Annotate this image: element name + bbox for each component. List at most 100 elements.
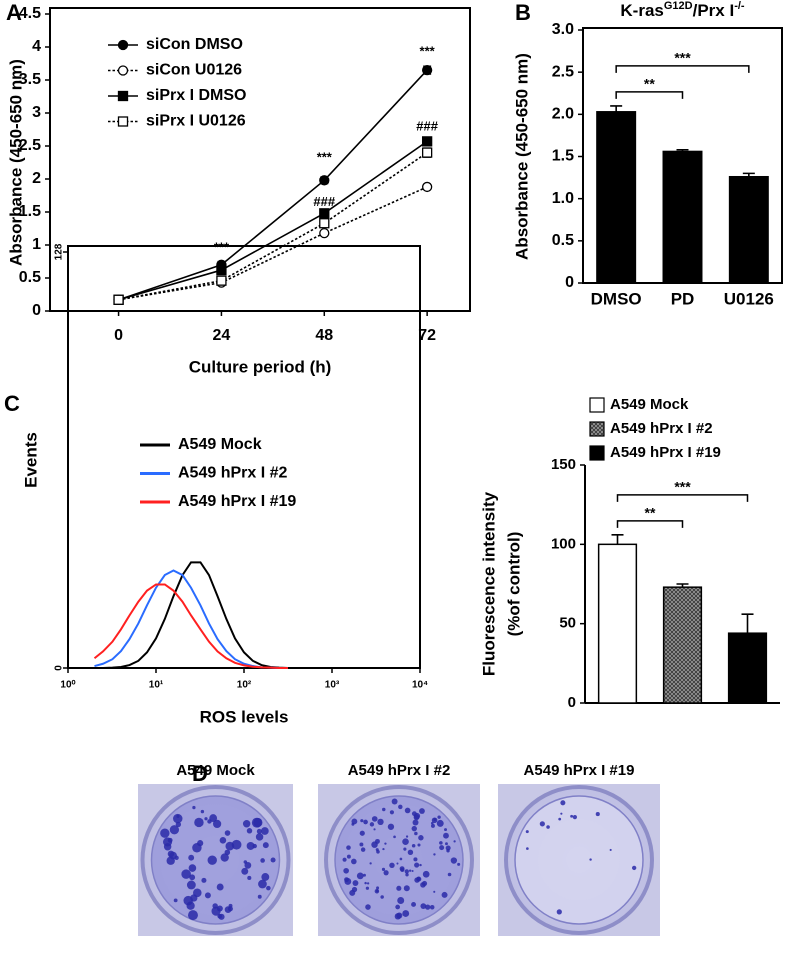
colony [453,840,456,843]
y-tick-label: 3 [32,104,41,121]
colony [556,909,562,915]
colony [445,845,451,851]
colony [266,885,271,891]
series-line [93,583,288,669]
annotation: ### [313,194,335,209]
x-tick-label: 48 [315,327,333,344]
title-part: G12D [664,0,693,12]
panel-label: C [4,391,20,416]
colony [200,809,205,814]
colony [227,906,233,912]
series-line [118,140,428,301]
colony [251,817,262,828]
colony [252,843,257,849]
marker [216,275,227,286]
colony [381,867,386,871]
colony [399,857,403,861]
marker [319,227,330,239]
significance-label: ** [645,505,656,521]
bar [662,150,703,284]
colony [421,880,428,887]
y-tick-label: 0 [568,694,576,711]
colony [413,812,421,820]
y-tick-label: 1.0 [552,190,574,207]
colony [407,849,414,856]
colony-plate: A549 hPrx I #19 [498,762,660,936]
x-tick-label: 0 [114,327,123,344]
colony [260,858,265,863]
colony [419,808,425,814]
colony [430,823,435,828]
colony [363,819,368,825]
colony [420,903,427,910]
significance-bracket [615,65,750,73]
colony [439,845,445,851]
colony [186,880,196,890]
y-tick-label: 0 [32,302,41,319]
legend-label: A549 hPrx I #2 [610,420,713,437]
colony [212,819,222,829]
colony [257,894,262,899]
x-tick-label: 72 [418,327,436,344]
annotation: ### [416,118,438,133]
colony [360,847,366,852]
colony [187,910,198,921]
colony [422,870,430,878]
colony [256,828,262,834]
title-part: /Prx I [693,1,735,20]
colony [262,842,269,849]
significance-bracket [615,91,684,99]
bar [728,175,769,284]
y-tick-label: 128 [54,243,65,260]
y-tick-label: 0 [565,274,574,291]
y-tick-label: 2.5 [19,137,41,154]
colony [193,888,202,898]
colony [526,847,529,850]
colony [444,828,447,832]
colony [217,913,223,919]
colony [369,822,375,827]
colony [394,913,402,920]
colony [166,856,175,865]
colony [412,819,419,826]
colony [441,891,448,898]
colony [443,832,449,839]
colony [446,849,450,853]
colony [260,827,269,835]
colony [375,889,379,893]
error-bar [610,105,623,112]
colony [231,839,242,850]
colony [437,815,441,819]
colony [360,819,364,823]
legend-label: siCon DMSO [146,36,243,53]
colony [359,842,364,847]
colony [247,875,252,880]
colony [369,862,372,865]
colony [246,828,253,834]
colony [359,830,365,836]
y-tick-label: 50 [559,615,576,632]
colony [181,869,191,879]
colony [414,831,418,836]
colony [450,857,458,864]
colony [224,830,231,836]
series-line [118,151,428,301]
colony [396,885,402,891]
colony [457,862,461,866]
colony [631,865,637,871]
legend-swatch [589,421,605,437]
legend-label: siCon U0126 [146,62,242,79]
colony [349,889,356,896]
colony [560,800,566,806]
marker [113,294,124,305]
colony [429,904,435,910]
colony [365,904,371,910]
colony [371,816,378,822]
marker [216,264,227,276]
colony [160,828,170,838]
significance-label: *** [674,479,691,495]
colony [351,858,357,865]
x-tick-label: 10² [237,680,252,691]
colony [445,842,448,846]
